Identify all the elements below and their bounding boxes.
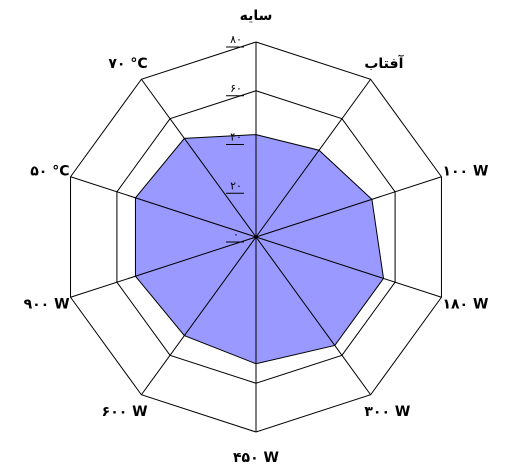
category-label-2: ۱۰۰ W: [442, 164, 488, 180]
radar-spokes: [70, 42, 442, 432]
category-label-6: ۶۰۰ W: [102, 404, 148, 420]
radar-series-layer: [134, 134, 385, 365]
tick-label-0: ۰: [233, 228, 239, 241]
spoke-1: [255, 78, 372, 238]
category-label-0: سایه: [240, 8, 273, 24]
category-label-7: ۹۰۰ W: [24, 296, 70, 312]
tick-label-80: ۸۰: [230, 33, 242, 46]
radar-ticks: ۰ ۲۰ ۴۰ ۶۰ ۸۰: [226, 33, 244, 243]
spoke-2: [255, 176, 442, 238]
spoke-4: [255, 236, 372, 396]
tick-label-60: ۶۰: [230, 82, 242, 95]
spoke-9: [140, 78, 257, 238]
spoke-7: [70, 236, 257, 298]
category-label-1: آفتاب: [364, 54, 404, 72]
spoke-3: [255, 236, 442, 298]
category-label-3: ۱۸۰ W: [442, 296, 488, 312]
tick-label-20: ۲۰: [230, 179, 242, 192]
radar-category-labels: سایه آفتاب ۱۰۰ W ۱۸۰ W ۳۰۰ W ۴۵۰ W ۶۰۰ W ۹۰۰ W ۵…: [24, 8, 489, 466]
spoke-8: [70, 176, 257, 238]
spoke-6: [140, 236, 257, 396]
category-label-5: ۴۵۰ W: [233, 450, 279, 466]
category-label-9: ۷۰ °C: [108, 56, 147, 72]
category-label-8: ۵۰ °C: [30, 164, 69, 180]
series-polygon-0: [134, 134, 385, 365]
category-label-4: ۳۰۰ W: [364, 404, 410, 420]
tick-label-40: ۴۰: [230, 131, 242, 144]
